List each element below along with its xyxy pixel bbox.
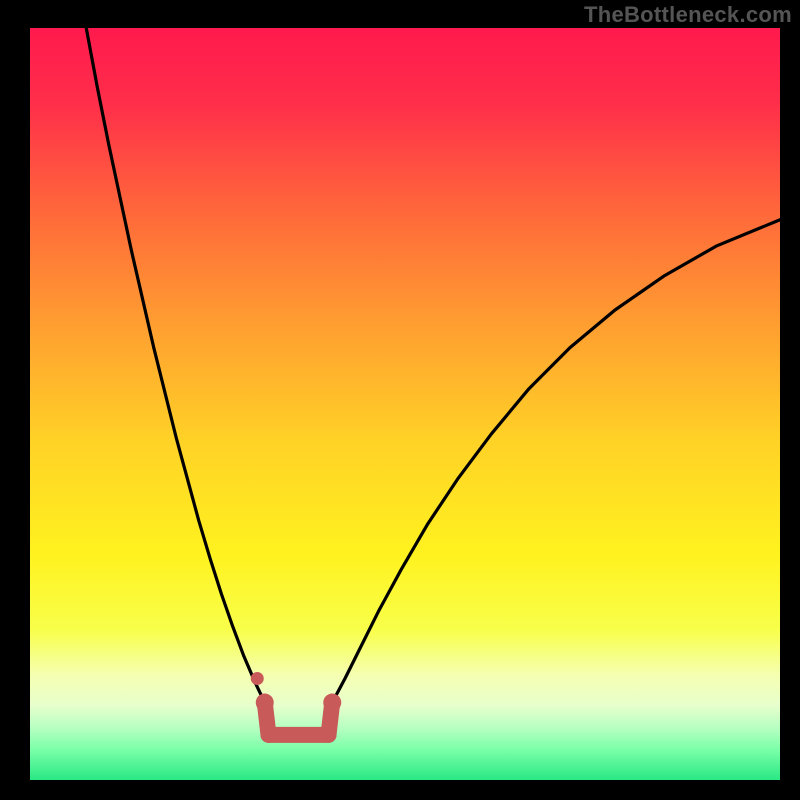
watermark-text: TheBottleneck.com (584, 2, 792, 28)
marker-lone-dot (251, 672, 264, 685)
marker-left-cap (256, 694, 274, 712)
marker-right-cap (323, 694, 341, 712)
chart-container: TheBottleneck.com (0, 0, 800, 800)
plot-background (30, 28, 780, 780)
bottleneck-chart (0, 0, 800, 800)
